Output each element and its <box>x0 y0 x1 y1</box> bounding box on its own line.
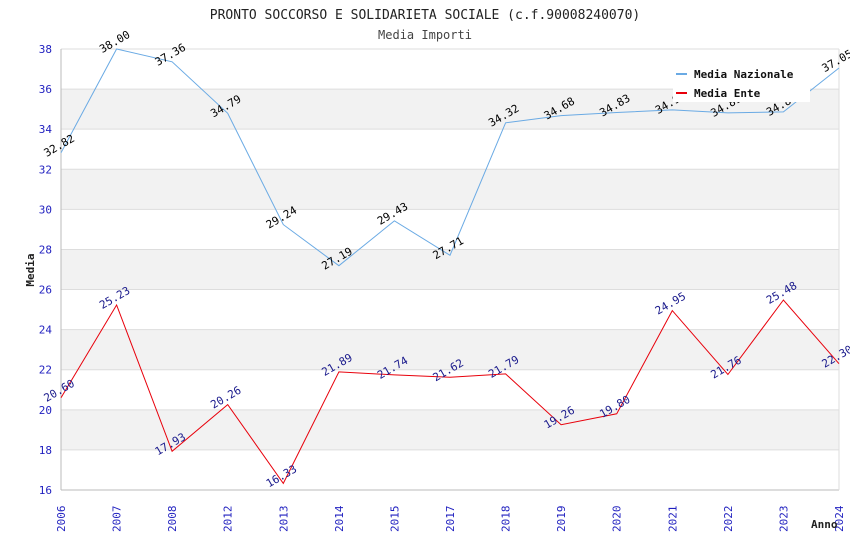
grid-band <box>61 329 839 370</box>
legend-label: Media Nazionale <box>694 68 794 81</box>
grid-band <box>61 169 839 210</box>
y-tick-label: 18 <box>39 444 52 457</box>
y-tick-label: 28 <box>39 243 52 256</box>
y-tick-label: 34 <box>39 123 53 136</box>
grid-band <box>61 409 839 450</box>
x-tick-label: 2017 <box>444 506 457 533</box>
legend-label: Media Ente <box>694 87 761 100</box>
y-axis-label: Media <box>24 253 37 286</box>
y-tick-label: 26 <box>39 284 52 297</box>
x-tick-label: 2018 <box>500 506 513 532</box>
y-tick-label: 16 <box>39 484 52 497</box>
x-tick-label: 2012 <box>222 506 235 533</box>
data-label: 37.36 <box>153 41 188 69</box>
series-line <box>60 48 840 267</box>
data-label: 20.60 <box>42 377 77 405</box>
x-tick-label: 2020 <box>611 506 624 533</box>
y-tick-label: 30 <box>39 203 52 216</box>
x-tick-label: 2007 <box>111 506 124 533</box>
x-tick-label: 2013 <box>277 506 290 533</box>
y-tick-label: 36 <box>39 83 52 96</box>
y-tick-label: 24 <box>39 324 53 337</box>
x-tick-labels: 2006 2007 2008 2012 2013 2014 2015 2017 2018 2019… <box>55 505 846 532</box>
x-tick-label: 2014 <box>333 505 346 532</box>
x-tick-label: 2024 <box>833 505 846 532</box>
y-tick-label: 20 <box>39 404 52 417</box>
y-tick-label: 38 <box>39 43 52 56</box>
chart-subtitle: Media Importi <box>378 28 472 42</box>
x-axis-label: Anno <box>811 518 838 531</box>
x-tick-label: 2021 <box>666 506 679 533</box>
grid-bands <box>61 89 839 450</box>
series-lines <box>60 48 840 485</box>
x-tick-label: 2019 <box>555 506 568 533</box>
series-line <box>60 299 840 485</box>
y-tick-label: 32 <box>39 163 52 176</box>
x-tick-label: 2015 <box>388 506 401 533</box>
x-tick-label: 2023 <box>777 506 790 533</box>
chart-title: PRONTO SOCCORSO E SOLIDARIETA SOCIALE (c… <box>210 8 640 23</box>
data-label: 20.26 <box>208 384 243 412</box>
data-label: 16.33 <box>264 462 299 490</box>
legend-box <box>673 60 810 102</box>
x-tick-label: 2008 <box>166 506 179 533</box>
grid-band <box>61 249 839 290</box>
x-tick-label: 2022 <box>722 506 735 533</box>
legend: Media Nazionale Media Ente <box>673 60 810 102</box>
axes <box>60 49 840 491</box>
x-tick-label: 2006 <box>55 506 68 533</box>
y-tick-labels: 16 18 20 22 24 26 28 30 32 34 36 38 <box>39 43 53 497</box>
y-tick-label: 22 <box>39 364 52 377</box>
